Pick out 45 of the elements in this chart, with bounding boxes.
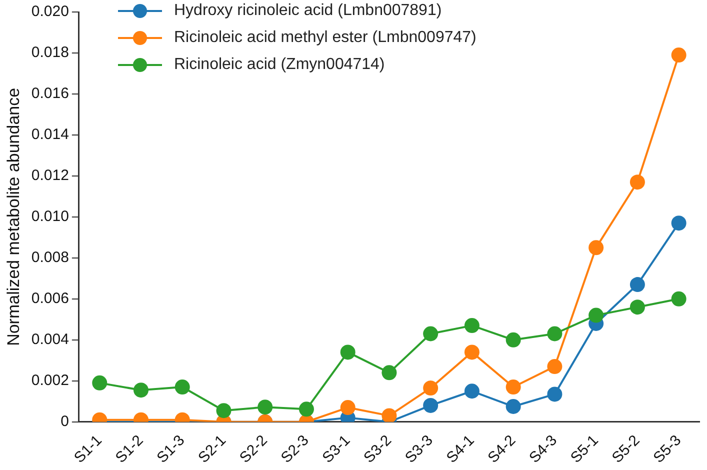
point (588, 308, 604, 323)
point (630, 174, 645, 190)
y-tick-label: 0.002 (31, 372, 69, 390)
point (464, 344, 480, 360)
point (630, 277, 645, 292)
y-tick-label: 0.008 (31, 249, 69, 266)
point (671, 216, 686, 231)
legend-label: Ricinoleic acid (Zmyn004714) (174, 56, 385, 74)
point (588, 240, 604, 256)
y-tick-label: 0.018 (31, 44, 69, 62)
point (382, 365, 397, 380)
point (506, 380, 521, 395)
y-tick-label: 0.020 (31, 3, 69, 20)
point (630, 300, 645, 315)
point (671, 291, 686, 306)
point (174, 380, 190, 395)
legend-label: Hydroxy ricinoleic acid (Lmbn007891) (174, 2, 442, 20)
point (216, 403, 232, 418)
point (92, 375, 108, 390)
point (506, 332, 521, 348)
point (506, 399, 521, 414)
y-tick-label: 0.004 (31, 331, 69, 348)
point (464, 318, 480, 334)
point (340, 400, 356, 416)
point (671, 48, 686, 63)
point (133, 382, 148, 398)
y-tick-label: 0.016 (31, 85, 69, 102)
point (547, 386, 562, 402)
y-tick-label: 0.006 (31, 290, 69, 308)
point (382, 408, 397, 422)
y-tick-label: 0 (60, 413, 69, 430)
legend-label: Ricinoleic acid methyl ester (Lmbn009747) (174, 28, 476, 46)
point (423, 398, 438, 413)
point (298, 402, 314, 417)
point (258, 400, 273, 415)
point (464, 384, 480, 399)
point (423, 380, 438, 396)
y-tick-label: 0.010 (31, 208, 69, 226)
point (547, 326, 562, 342)
y-axis-title: Normalized metabolite abundance (4, 88, 23, 346)
point (340, 344, 356, 360)
y-tick-label: 0.014 (31, 126, 69, 144)
point (423, 326, 438, 342)
point (547, 359, 562, 374)
y-tick-label: 0.012 (31, 167, 69, 184)
